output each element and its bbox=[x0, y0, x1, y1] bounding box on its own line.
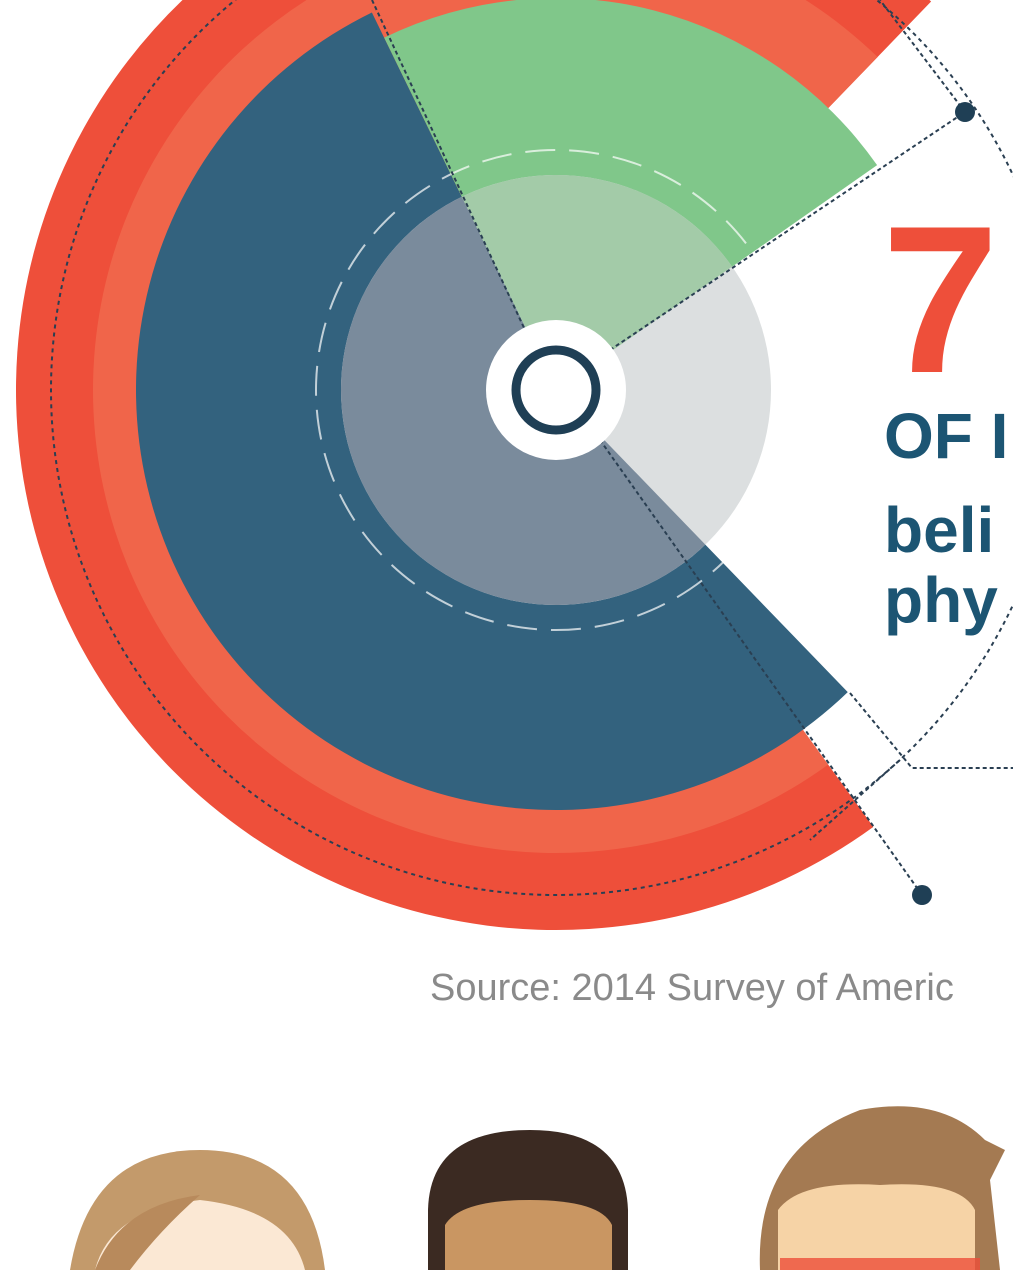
avatar bbox=[760, 1106, 1005, 1270]
headline-line: OF I bbox=[884, 400, 1008, 472]
page: {"headline": {"number": "7", "lines": ["… bbox=[0, 0, 1013, 1270]
leader-dot bbox=[912, 885, 932, 905]
avatar bbox=[70, 1150, 325, 1270]
headline-line: phy bbox=[884, 564, 998, 636]
infographic: 7 OF I beli phy Source: 2014 Survey of A… bbox=[0, 0, 1013, 1270]
headline-number: 7 bbox=[882, 182, 999, 417]
hub bbox=[486, 320, 626, 460]
radial-graphic bbox=[16, 0, 1013, 930]
source-note: Source: 2014 Survey of Americ bbox=[430, 967, 954, 1009]
avatar bbox=[428, 1130, 628, 1270]
headline-line: beli bbox=[884, 494, 994, 566]
leader-dot bbox=[955, 102, 975, 122]
